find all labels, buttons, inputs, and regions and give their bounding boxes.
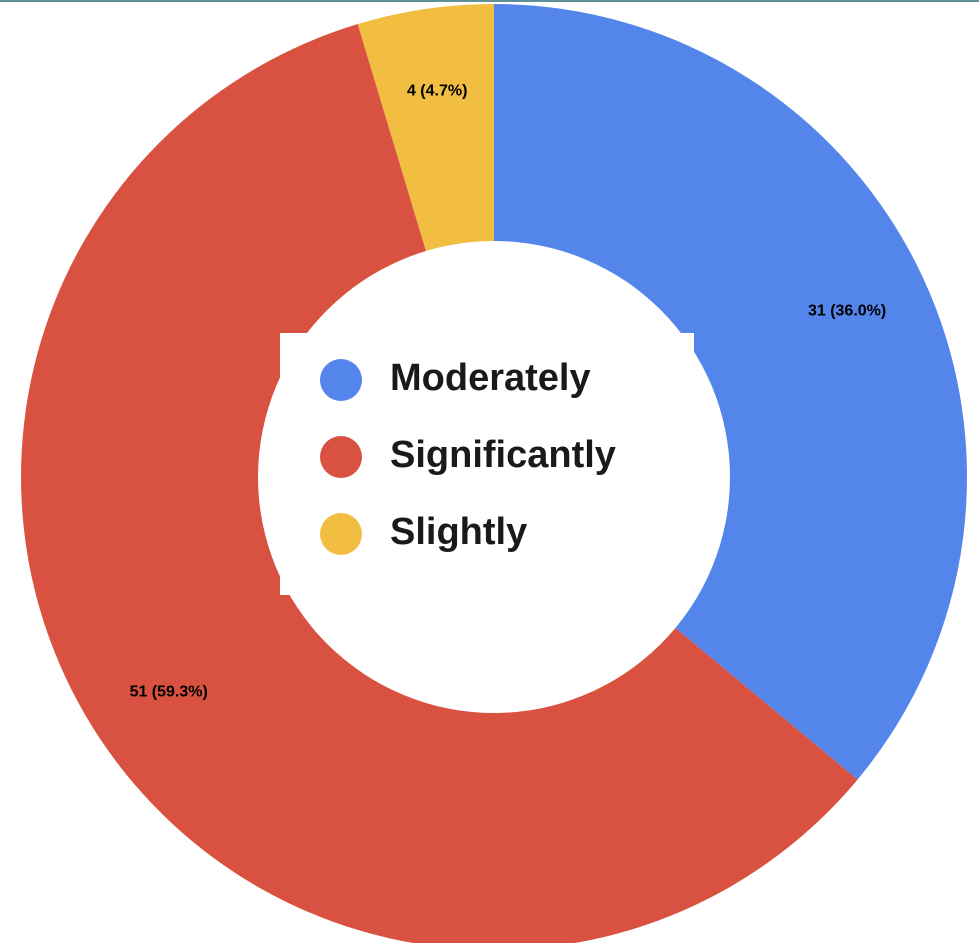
legend-marker-moderately bbox=[320, 359, 362, 401]
data-label-slightly: 4 (4.7%) bbox=[407, 82, 467, 99]
legend-label-significantly: Significantly bbox=[390, 434, 616, 476]
slice-moderately bbox=[494, 4, 968, 780]
legend-label-slightly: Slightly bbox=[390, 511, 527, 553]
legend-label-moderately: Moderately bbox=[390, 357, 591, 399]
legend-marker-slightly bbox=[320, 513, 362, 555]
data-label-moderately: 31 (36.0%) bbox=[808, 303, 886, 320]
data-labels: 31 (36.0%) 51 (59.3%) 4 (4.7%) bbox=[130, 82, 887, 700]
legend-marker-significantly bbox=[320, 436, 362, 478]
data-label-significantly: 51 (59.3%) bbox=[130, 683, 208, 700]
legend: Moderately Significantly Slightly bbox=[320, 357, 616, 555]
